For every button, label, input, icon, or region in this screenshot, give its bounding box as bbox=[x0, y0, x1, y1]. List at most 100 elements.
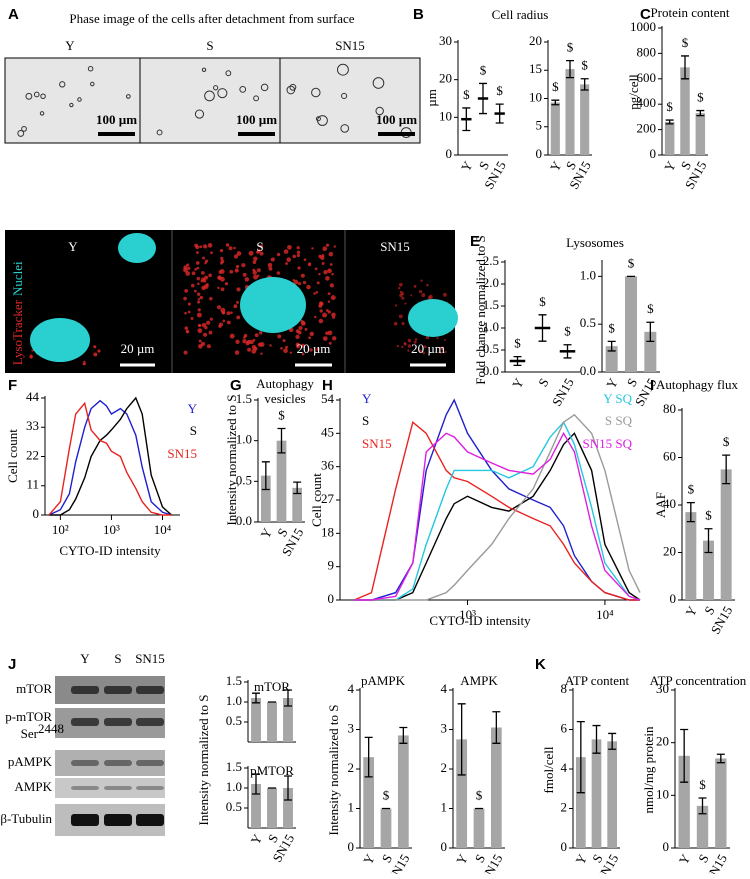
error-bar bbox=[252, 773, 260, 795]
lysosome bbox=[407, 349, 410, 352]
lysosome bbox=[276, 271, 281, 275]
error-bar bbox=[566, 59, 574, 79]
lysosome bbox=[259, 331, 263, 335]
y-tick-label: 5 bbox=[536, 118, 543, 133]
chart: 0.00.51.0$Y$S$SN15 bbox=[580, 255, 660, 409]
y-tick-label: 80 bbox=[663, 401, 676, 416]
lysosome bbox=[226, 320, 231, 325]
lysosome bbox=[400, 291, 405, 296]
y-axis-label: µm bbox=[424, 89, 439, 107]
lysosome bbox=[322, 336, 328, 341]
x-tick-label: Y bbox=[547, 158, 565, 174]
lysosome bbox=[330, 295, 336, 301]
lysosome bbox=[314, 267, 318, 271]
lysosome bbox=[403, 342, 407, 346]
lysosome bbox=[197, 298, 201, 301]
lysosome bbox=[248, 250, 254, 256]
lysosome bbox=[401, 296, 405, 300]
error-bar bbox=[479, 82, 487, 115]
lysosome bbox=[321, 262, 325, 265]
cell bbox=[260, 83, 269, 92]
lysosome bbox=[184, 288, 189, 293]
lysosome bbox=[259, 342, 265, 347]
error-bar bbox=[580, 78, 589, 91]
significance-mark: $ bbox=[567, 40, 574, 55]
lysosome bbox=[220, 259, 225, 264]
lysosome bbox=[256, 250, 259, 254]
lysosome bbox=[318, 301, 324, 307]
lysosome bbox=[443, 338, 446, 342]
lysosome bbox=[285, 345, 288, 349]
y-tick-label: 9 bbox=[328, 558, 335, 573]
lysosome bbox=[242, 339, 247, 344]
series-line bbox=[49, 396, 172, 516]
cell bbox=[289, 83, 297, 91]
lysosome bbox=[267, 262, 273, 268]
lysosome bbox=[297, 330, 302, 335]
y-tick-label: 1.5 bbox=[483, 297, 499, 312]
y-tick-label: 1.5 bbox=[226, 759, 242, 774]
lysosome bbox=[401, 345, 404, 349]
lysosome bbox=[442, 292, 447, 297]
significance-mark: $ bbox=[723, 434, 730, 449]
y-tick-label: 0 bbox=[33, 506, 40, 521]
panel-label: F bbox=[8, 377, 17, 394]
blot-row-label: pAMPK bbox=[8, 754, 53, 769]
y-tick-label: 40 bbox=[663, 496, 676, 511]
lysosome bbox=[292, 254, 297, 259]
y-tick-label: 20 bbox=[656, 734, 669, 749]
series-line bbox=[48, 401, 172, 516]
error-bar bbox=[261, 461, 270, 491]
scale-bar-label: 100 µm bbox=[236, 112, 277, 127]
lysosome bbox=[329, 263, 333, 266]
bar bbox=[696, 805, 709, 848]
chart-title: AMPK bbox=[460, 673, 498, 688]
blot-site-number: 2448 bbox=[38, 721, 64, 736]
lysosome bbox=[333, 245, 337, 248]
lysosome bbox=[398, 314, 403, 319]
y-tick-label: 0.5 bbox=[226, 799, 242, 814]
bar bbox=[260, 475, 271, 522]
lysosome bbox=[193, 289, 197, 293]
lane-label: S bbox=[114, 651, 121, 666]
cell bbox=[17, 129, 25, 137]
lysosome bbox=[229, 269, 234, 274]
lysosome bbox=[308, 336, 311, 340]
lysosome bbox=[201, 277, 205, 281]
blot-row-label: mTOR bbox=[16, 681, 52, 696]
cell bbox=[39, 111, 45, 116]
lysosome bbox=[233, 254, 239, 259]
cell bbox=[194, 109, 205, 119]
lysosome bbox=[186, 263, 190, 267]
lysosome bbox=[309, 348, 313, 352]
lysosome bbox=[191, 271, 196, 276]
lysosome bbox=[236, 315, 241, 320]
y-tick-label: 8 bbox=[561, 681, 568, 696]
lysosome bbox=[421, 293, 426, 298]
y-axis-label: Fold change normalized to S bbox=[473, 235, 488, 384]
scale-bar-label: 100 µm bbox=[96, 112, 137, 127]
y-tick-label: 44 bbox=[26, 389, 40, 404]
lysosome bbox=[226, 311, 231, 316]
cell bbox=[204, 90, 215, 102]
lysosome bbox=[300, 273, 305, 278]
lysosome bbox=[252, 338, 256, 342]
y-tick-label: 0 bbox=[663, 839, 670, 854]
lysosome bbox=[295, 334, 300, 340]
cell bbox=[341, 92, 348, 100]
panel-label: A bbox=[8, 6, 19, 23]
lysosome bbox=[197, 300, 201, 304]
y-tick-label: 22 bbox=[26, 447, 39, 462]
lysosome bbox=[331, 312, 336, 318]
lysosome bbox=[208, 273, 212, 278]
bar bbox=[565, 69, 575, 155]
series-line bbox=[354, 413, 641, 601]
cell bbox=[213, 85, 219, 91]
legend-entry: Y SQ bbox=[603, 391, 632, 406]
lysosome bbox=[419, 290, 423, 294]
x-tick-label: S bbox=[624, 375, 641, 389]
x-tick-label: 10⁴ bbox=[596, 607, 614, 622]
x-tick-label: Y bbox=[360, 851, 378, 867]
lysosome bbox=[295, 342, 300, 347]
y-tick-label: 600 bbox=[637, 70, 657, 85]
